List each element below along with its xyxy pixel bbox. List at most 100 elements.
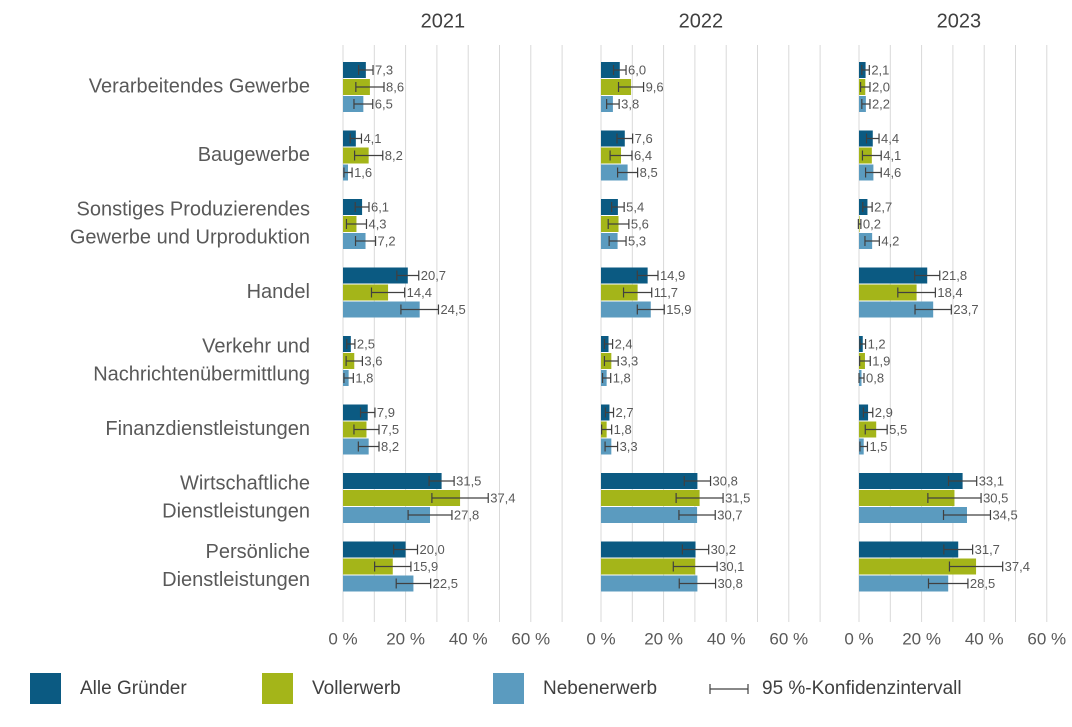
- panel-title: 2022: [679, 10, 724, 32]
- error-bar: [927, 578, 969, 589]
- error-bar: [864, 236, 880, 246]
- value-label: 3,3: [620, 353, 638, 368]
- bar: [601, 507, 698, 523]
- bar: [601, 284, 638, 301]
- category-label: Dienstleistungen: [162, 500, 310, 522]
- bar: [859, 267, 928, 284]
- category-label: Wirtschaftliche: [180, 472, 310, 494]
- legend-label: 95 %-Konfidenzintervall: [762, 678, 962, 699]
- bar: [601, 62, 620, 78]
- error-bar: [353, 99, 374, 109]
- error-bar: [948, 561, 1004, 572]
- error-bar: [616, 133, 634, 144]
- bar: [859, 507, 967, 523]
- error-bar: [859, 356, 871, 366]
- bar: [859, 541, 959, 558]
- error-bar: [861, 150, 882, 161]
- error-bar: [864, 167, 882, 178]
- value-label: 1,5: [869, 439, 887, 454]
- value-label: 37,4: [1005, 559, 1030, 574]
- value-label: 3,3: [620, 439, 638, 454]
- category-label: Nachrichtenübermittlung: [93, 363, 310, 385]
- error-bar: [604, 407, 615, 418]
- value-label: 6,0: [628, 62, 646, 77]
- error-bar: [374, 561, 412, 572]
- value-label: 28,5: [970, 576, 995, 591]
- error-bar: [612, 65, 627, 75]
- legend-swatch: [262, 673, 293, 704]
- category-label: Gewerbe und Urproduktion: [70, 226, 310, 248]
- value-label: 34,5: [992, 507, 1017, 522]
- error-bar: [861, 99, 871, 109]
- error-bar: [859, 339, 867, 349]
- legend-label: Nebenerwerb: [543, 678, 657, 699]
- x-tick-label: 40 %: [965, 629, 1004, 648]
- bar: [601, 164, 628, 181]
- value-label: 31,5: [725, 490, 750, 505]
- error-bar: [358, 65, 374, 75]
- error-bar: [359, 407, 376, 418]
- value-label: 15,9: [666, 302, 691, 317]
- value-label: 6,4: [634, 148, 652, 163]
- value-label: 30,7: [717, 507, 742, 522]
- error-bar: [354, 202, 370, 212]
- error-bar: [914, 270, 941, 281]
- error-bar: [400, 304, 440, 315]
- value-label: 8,2: [385, 148, 403, 163]
- error-bar: [606, 99, 620, 109]
- error-bar: [683, 476, 712, 486]
- legend-swatch: [30, 673, 61, 704]
- value-label: 2,7: [874, 199, 892, 214]
- error-bar: [395, 578, 432, 589]
- value-label: 1,2: [868, 336, 886, 351]
- error-bar: [622, 287, 653, 298]
- legend-label: Alle Gründer: [80, 678, 187, 699]
- value-label: 30,8: [713, 473, 738, 488]
- bar: [859, 473, 963, 489]
- value-label: 1,6: [354, 165, 372, 180]
- x-tick-label: 60 %: [511, 629, 550, 648]
- error-bar: [428, 476, 455, 486]
- bar: [601, 267, 648, 284]
- error-bar: [431, 493, 489, 503]
- value-label: 22,5: [433, 576, 458, 591]
- error-bar: [864, 424, 888, 435]
- bar: [343, 490, 461, 506]
- error-bar: [345, 356, 364, 366]
- value-label: 4,4: [881, 131, 899, 146]
- bar: [343, 267, 408, 284]
- bar: [343, 404, 368, 421]
- bar: [601, 473, 698, 489]
- bar: [601, 199, 618, 215]
- error-bar: [353, 424, 380, 435]
- error-bar: [675, 493, 724, 503]
- error-bar: [862, 407, 874, 418]
- bar: [343, 62, 366, 78]
- bar: [343, 284, 389, 301]
- bar: [859, 575, 949, 592]
- value-label: 33,1: [979, 473, 1004, 488]
- value-label: 2,7: [616, 405, 634, 420]
- error-bar: [914, 304, 952, 315]
- value-label: 15,9: [413, 559, 438, 574]
- x-tick-label: 20 %: [902, 629, 941, 648]
- value-label: 7,5: [381, 422, 399, 437]
- legend-error-icon: [709, 684, 749, 694]
- panel-title: 2023: [937, 10, 982, 32]
- category-label: Baugewerbe: [198, 144, 310, 166]
- bar: [601, 301, 651, 318]
- value-label: 31,5: [456, 473, 481, 488]
- value-label: 0,8: [866, 370, 884, 385]
- value-label: 14,9: [660, 268, 685, 283]
- category-label: Verkehr und: [202, 335, 310, 357]
- value-label: 7,3: [375, 62, 393, 77]
- error-bar: [603, 339, 614, 349]
- error-bar: [672, 561, 718, 572]
- legend-label: Vollerwerb: [312, 678, 401, 699]
- bar: [601, 558, 696, 575]
- bar: [859, 490, 955, 506]
- x-tick-label: 60 %: [769, 629, 808, 648]
- x-tick-label: 20 %: [644, 629, 683, 648]
- error-bar: [636, 304, 665, 315]
- category-label: Persönliche: [205, 541, 310, 563]
